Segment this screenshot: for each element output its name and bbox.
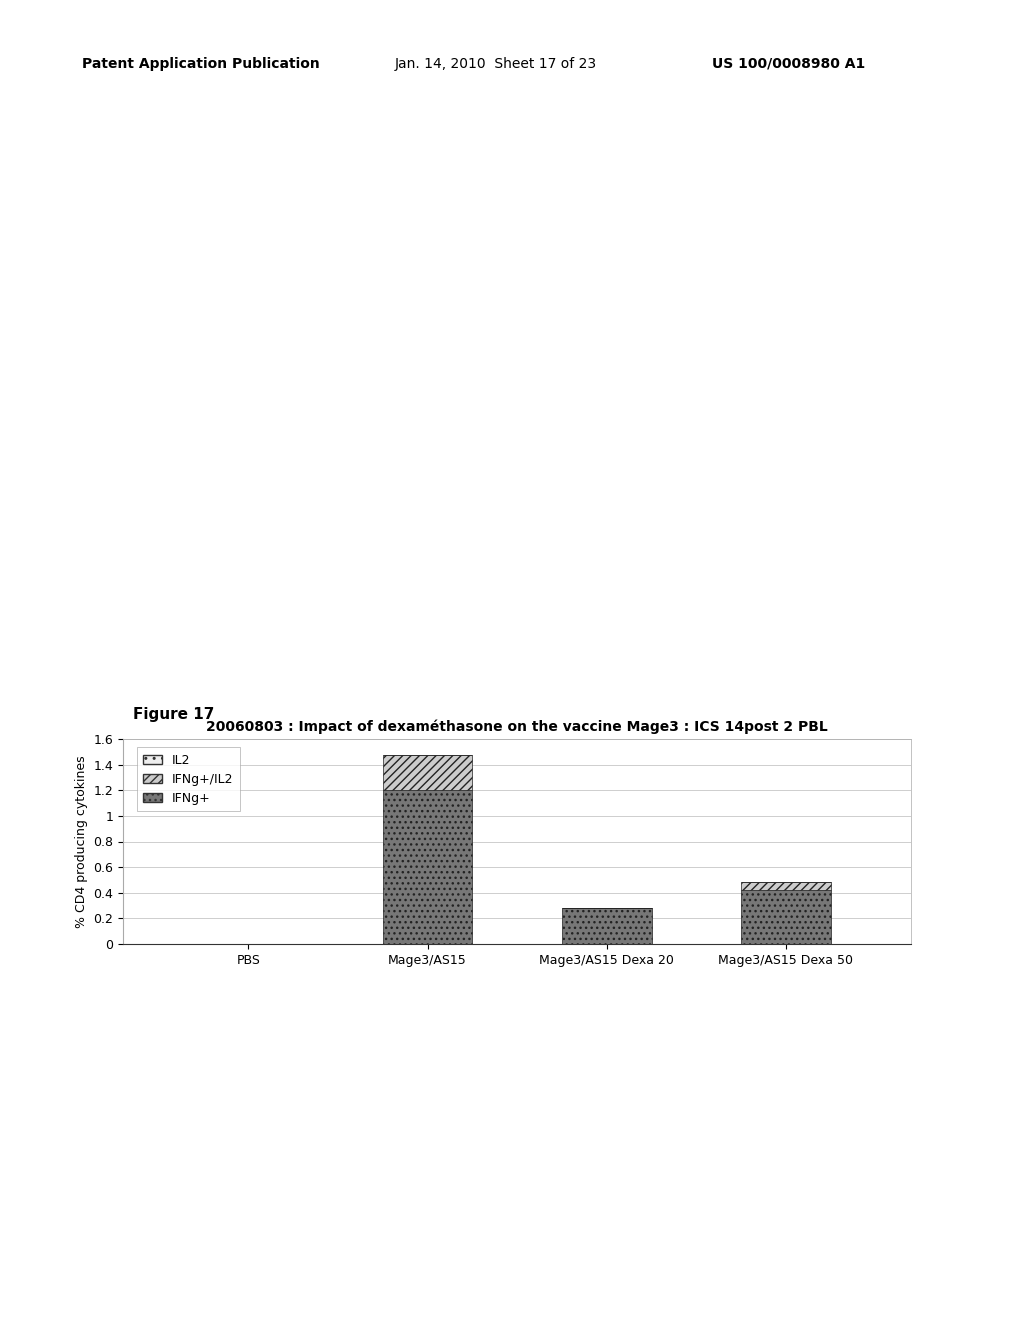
Bar <box>383 791 472 944</box>
Bar <box>741 890 830 944</box>
Text: Figure 17: Figure 17 <box>133 708 214 722</box>
Bar <box>741 883 830 890</box>
Title: 20060803 : Impact of dexaméthasone on the vaccine Mage3 : ICS 14post 2 PBL: 20060803 : Impact of dexaméthasone on th… <box>206 719 828 734</box>
Bar <box>383 755 472 791</box>
Y-axis label: % CD4 producing cytokines: % CD4 producing cytokines <box>75 755 88 928</box>
Text: Patent Application Publication: Patent Application Publication <box>82 57 319 71</box>
Legend: IL2, IFNg+/IL2, IFNg+: IL2, IFNg+/IL2, IFNg+ <box>137 747 240 812</box>
Text: US 100/0008980 A1: US 100/0008980 A1 <box>712 57 865 71</box>
Bar <box>562 908 651 944</box>
Text: Jan. 14, 2010  Sheet 17 of 23: Jan. 14, 2010 Sheet 17 of 23 <box>394 57 596 71</box>
